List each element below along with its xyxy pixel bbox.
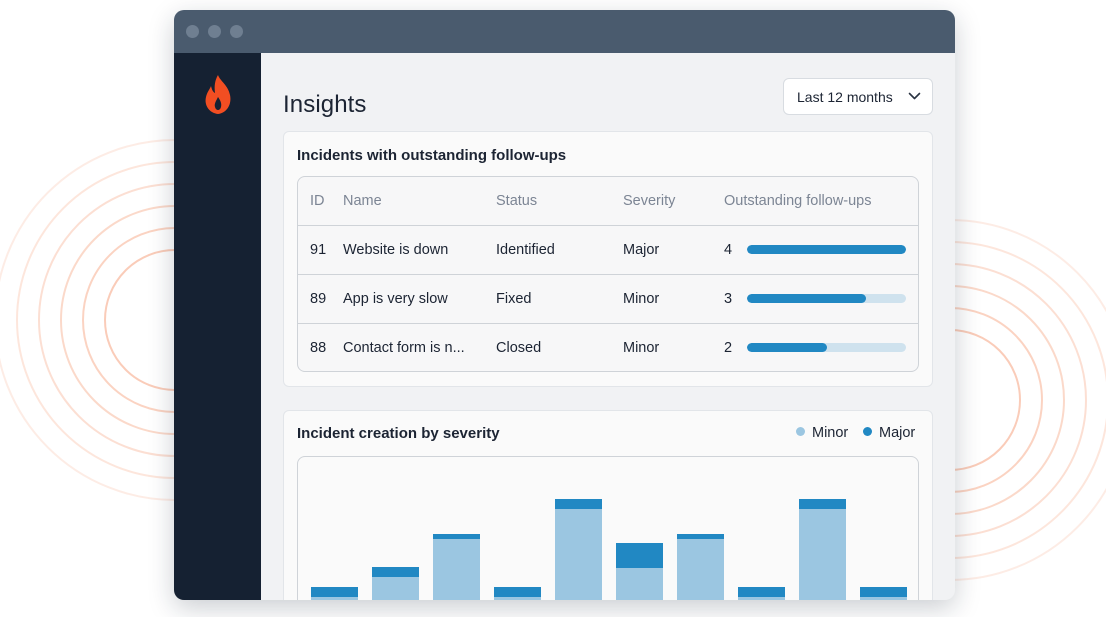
followups-progress-fill xyxy=(747,343,827,352)
severity-chart-svg xyxy=(311,499,907,600)
window-titlebar xyxy=(174,10,955,53)
incident-id: 89 xyxy=(310,291,327,307)
severity-card: Incident creation by severity Minor Majo… xyxy=(283,410,933,600)
bar-major-5[interactable] xyxy=(555,499,602,509)
app-window: Insights Last 12 months Incidents with o… xyxy=(174,10,955,600)
chevron-down-icon xyxy=(908,92,921,100)
legend-swatch-major xyxy=(863,427,872,436)
bar-minor-6[interactable] xyxy=(616,568,663,600)
date-range-select[interactable]: Last 12 months xyxy=(783,78,933,115)
incident-name[interactable]: App is very slow xyxy=(343,291,448,307)
bar-major-4[interactable] xyxy=(494,587,541,597)
followups-count: 3 xyxy=(724,291,733,307)
incident-severity: Minor xyxy=(623,291,660,307)
legend-label-minor: Minor xyxy=(812,425,849,441)
legend-swatch-minor xyxy=(796,427,805,436)
followups-count: 2 xyxy=(724,340,733,356)
page-title: Insights xyxy=(283,91,367,118)
bar-minor-3[interactable] xyxy=(433,539,480,600)
legend-item-major[interactable]: Major xyxy=(863,425,915,441)
table-row[interactable]: 88 Contact form is n... Closed Minor 2 xyxy=(298,323,918,371)
incident-severity: Major xyxy=(623,242,660,258)
bar-major-3[interactable] xyxy=(433,534,480,539)
bar-major-9[interactable] xyxy=(799,499,846,509)
bar-minor-5[interactable] xyxy=(555,509,602,600)
followups-table: ID Name Status Severity Outstanding foll… xyxy=(297,176,919,372)
bar-minor-2[interactable] xyxy=(372,577,419,600)
incident-severity: Minor xyxy=(623,340,660,356)
bar-major-8[interactable] xyxy=(738,587,785,597)
legend-item-minor[interactable]: Minor xyxy=(796,425,848,441)
table-row[interactable]: 91 Website is down Identified Major 4 xyxy=(298,225,918,274)
date-range-value: Last 12 months xyxy=(797,89,893,105)
incident-name[interactable]: Contact form is n... xyxy=(343,340,465,356)
sidebar xyxy=(174,53,261,600)
column-header-status[interactable]: Status xyxy=(496,193,538,209)
incident-name[interactable]: Website is down xyxy=(343,242,449,258)
followups-card-title: Incidents with outstanding follow-ups xyxy=(297,147,567,164)
bar-major-1[interactable] xyxy=(311,587,358,597)
table-header-row: ID Name Status Severity Outstanding foll… xyxy=(298,177,918,226)
legend-label-major: Major xyxy=(879,425,916,441)
incident-id: 88 xyxy=(310,340,327,356)
column-header-followups[interactable]: Outstanding follow-ups xyxy=(724,193,872,209)
main-content: Insights Last 12 months Incidents with o… xyxy=(261,53,955,600)
table-row[interactable]: 89 App is very slow Fixed Minor 3 xyxy=(298,274,918,323)
bar-major-2[interactable] xyxy=(372,567,419,577)
bar-minor-9[interactable] xyxy=(799,509,846,600)
bar-minor-7[interactable] xyxy=(677,539,724,600)
followups-card: Incidents with outstanding follow-ups ID… xyxy=(283,131,933,387)
bar-major-7[interactable] xyxy=(677,534,724,539)
bar-minor-8[interactable] xyxy=(738,597,785,600)
incident-status: Fixed xyxy=(496,291,532,307)
severity-chart xyxy=(297,456,919,600)
incident-status: Identified xyxy=(496,242,555,258)
followups-progress-bar xyxy=(747,343,906,352)
followups-count: 4 xyxy=(724,242,733,258)
incident-id: 91 xyxy=(310,242,327,258)
incident-status: Closed xyxy=(496,340,542,356)
followups-progress-fill xyxy=(747,294,867,303)
bar-minor-4[interactable] xyxy=(494,597,541,600)
window-dot-maximize[interactable] xyxy=(230,25,243,38)
bar-minor-10[interactable] xyxy=(860,597,907,600)
window-dot-minimize[interactable] xyxy=(208,25,221,38)
bar-minor-1[interactable] xyxy=(311,597,358,600)
severity-card-title: Incident creation by severity xyxy=(297,425,500,442)
flame-icon[interactable] xyxy=(201,73,235,117)
followups-progress-fill xyxy=(747,245,906,254)
column-header-id[interactable]: ID xyxy=(310,193,325,209)
followups-progress-bar xyxy=(747,245,906,254)
bar-major-6[interactable] xyxy=(616,543,663,568)
column-header-name[interactable]: Name xyxy=(343,193,382,209)
bar-major-10[interactable] xyxy=(860,587,907,597)
window-dot-close[interactable] xyxy=(186,25,199,38)
column-header-severity[interactable]: Severity xyxy=(623,193,676,209)
followups-progress-bar xyxy=(747,294,906,303)
